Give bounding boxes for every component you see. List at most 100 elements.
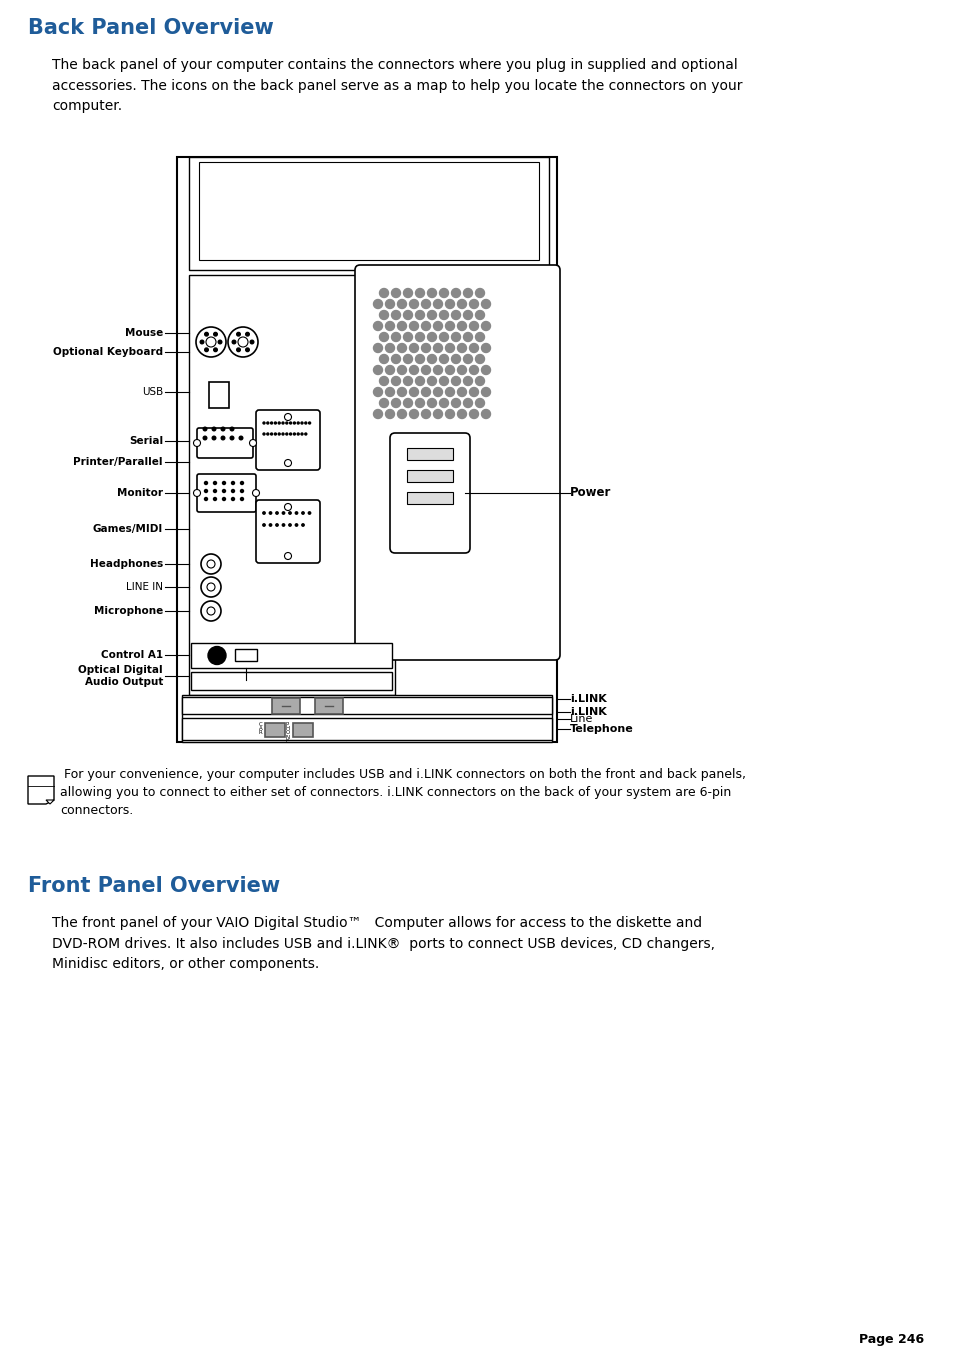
- Circle shape: [195, 327, 226, 357]
- Circle shape: [463, 399, 472, 408]
- Circle shape: [301, 512, 304, 515]
- Bar: [199, 162, 538, 259]
- Circle shape: [481, 322, 490, 331]
- FancyBboxPatch shape: [255, 500, 319, 563]
- Circle shape: [213, 497, 216, 500]
- Circle shape: [201, 554, 221, 574]
- Circle shape: [206, 336, 215, 347]
- Circle shape: [204, 481, 208, 485]
- Circle shape: [253, 489, 259, 497]
- Circle shape: [267, 434, 269, 435]
- Circle shape: [282, 434, 284, 435]
- Circle shape: [250, 439, 256, 446]
- Bar: [407, 449, 453, 459]
- Circle shape: [379, 377, 388, 385]
- Circle shape: [271, 434, 273, 435]
- Circle shape: [278, 422, 280, 424]
- Circle shape: [457, 322, 466, 331]
- Circle shape: [201, 577, 221, 597]
- Text: P
H
O
N
E: P H O N E: [286, 721, 290, 744]
- Circle shape: [385, 322, 395, 331]
- Text: Printer/Parallel: Printer/Parallel: [73, 457, 163, 467]
- Circle shape: [475, 289, 484, 297]
- Circle shape: [397, 366, 406, 374]
- Bar: [314, 697, 343, 713]
- Text: Mouse: Mouse: [125, 328, 163, 338]
- Circle shape: [205, 332, 208, 336]
- Circle shape: [237, 336, 248, 347]
- Bar: [209, 382, 229, 408]
- Circle shape: [204, 497, 208, 500]
- Text: The front panel of your VAIO Digital Studio™   Computer allows for access to the: The front panel of your VAIO Digital Stu…: [52, 916, 714, 971]
- Circle shape: [284, 504, 292, 511]
- Circle shape: [433, 322, 442, 331]
- Text: Page 246: Page 246: [858, 1333, 923, 1346]
- Circle shape: [301, 524, 304, 526]
- Circle shape: [221, 436, 225, 440]
- Circle shape: [397, 343, 406, 353]
- Circle shape: [403, 399, 412, 408]
- Circle shape: [421, 343, 430, 353]
- Circle shape: [263, 422, 265, 424]
- Circle shape: [286, 422, 288, 424]
- Circle shape: [427, 354, 436, 363]
- Circle shape: [445, 409, 454, 419]
- Circle shape: [290, 434, 292, 435]
- Text: LINE IN: LINE IN: [126, 582, 163, 592]
- Circle shape: [308, 422, 311, 424]
- Circle shape: [416, 289, 424, 297]
- Circle shape: [385, 388, 395, 396]
- Circle shape: [385, 343, 395, 353]
- Circle shape: [445, 300, 454, 308]
- Circle shape: [433, 409, 442, 419]
- Circle shape: [203, 436, 207, 440]
- Circle shape: [445, 366, 454, 374]
- Circle shape: [267, 422, 269, 424]
- Circle shape: [427, 311, 436, 319]
- Bar: [177, 157, 557, 742]
- Circle shape: [391, 289, 400, 297]
- Circle shape: [469, 322, 478, 331]
- Circle shape: [475, 399, 484, 408]
- Circle shape: [481, 300, 490, 308]
- Circle shape: [286, 434, 288, 435]
- Circle shape: [278, 434, 280, 435]
- Circle shape: [232, 340, 235, 343]
- Circle shape: [212, 436, 215, 440]
- Circle shape: [475, 332, 484, 342]
- Circle shape: [271, 422, 273, 424]
- Circle shape: [451, 399, 460, 408]
- Circle shape: [416, 311, 424, 319]
- Bar: [189, 157, 548, 270]
- Circle shape: [236, 349, 240, 351]
- Circle shape: [469, 388, 478, 396]
- Circle shape: [228, 327, 257, 357]
- Circle shape: [451, 377, 460, 385]
- Circle shape: [457, 409, 466, 419]
- Circle shape: [232, 497, 234, 500]
- Circle shape: [275, 524, 278, 526]
- Circle shape: [269, 512, 272, 515]
- Circle shape: [463, 377, 472, 385]
- Circle shape: [409, 322, 418, 331]
- Circle shape: [289, 524, 291, 526]
- Circle shape: [213, 332, 217, 336]
- Circle shape: [463, 354, 472, 363]
- Circle shape: [457, 388, 466, 396]
- Circle shape: [469, 300, 478, 308]
- Circle shape: [203, 427, 207, 431]
- Bar: [189, 276, 395, 694]
- Text: Monitor: Monitor: [117, 488, 163, 499]
- Circle shape: [469, 366, 478, 374]
- Circle shape: [385, 409, 395, 419]
- Circle shape: [416, 377, 424, 385]
- Circle shape: [240, 497, 243, 500]
- Text: Headphones: Headphones: [90, 559, 163, 569]
- Text: Optical Digital
Audio Output: Optical Digital Audio Output: [78, 665, 163, 686]
- Circle shape: [445, 343, 454, 353]
- FancyBboxPatch shape: [255, 409, 319, 470]
- Text: Telephone: Telephone: [569, 724, 633, 734]
- Circle shape: [297, 434, 299, 435]
- Circle shape: [421, 300, 430, 308]
- Circle shape: [397, 388, 406, 396]
